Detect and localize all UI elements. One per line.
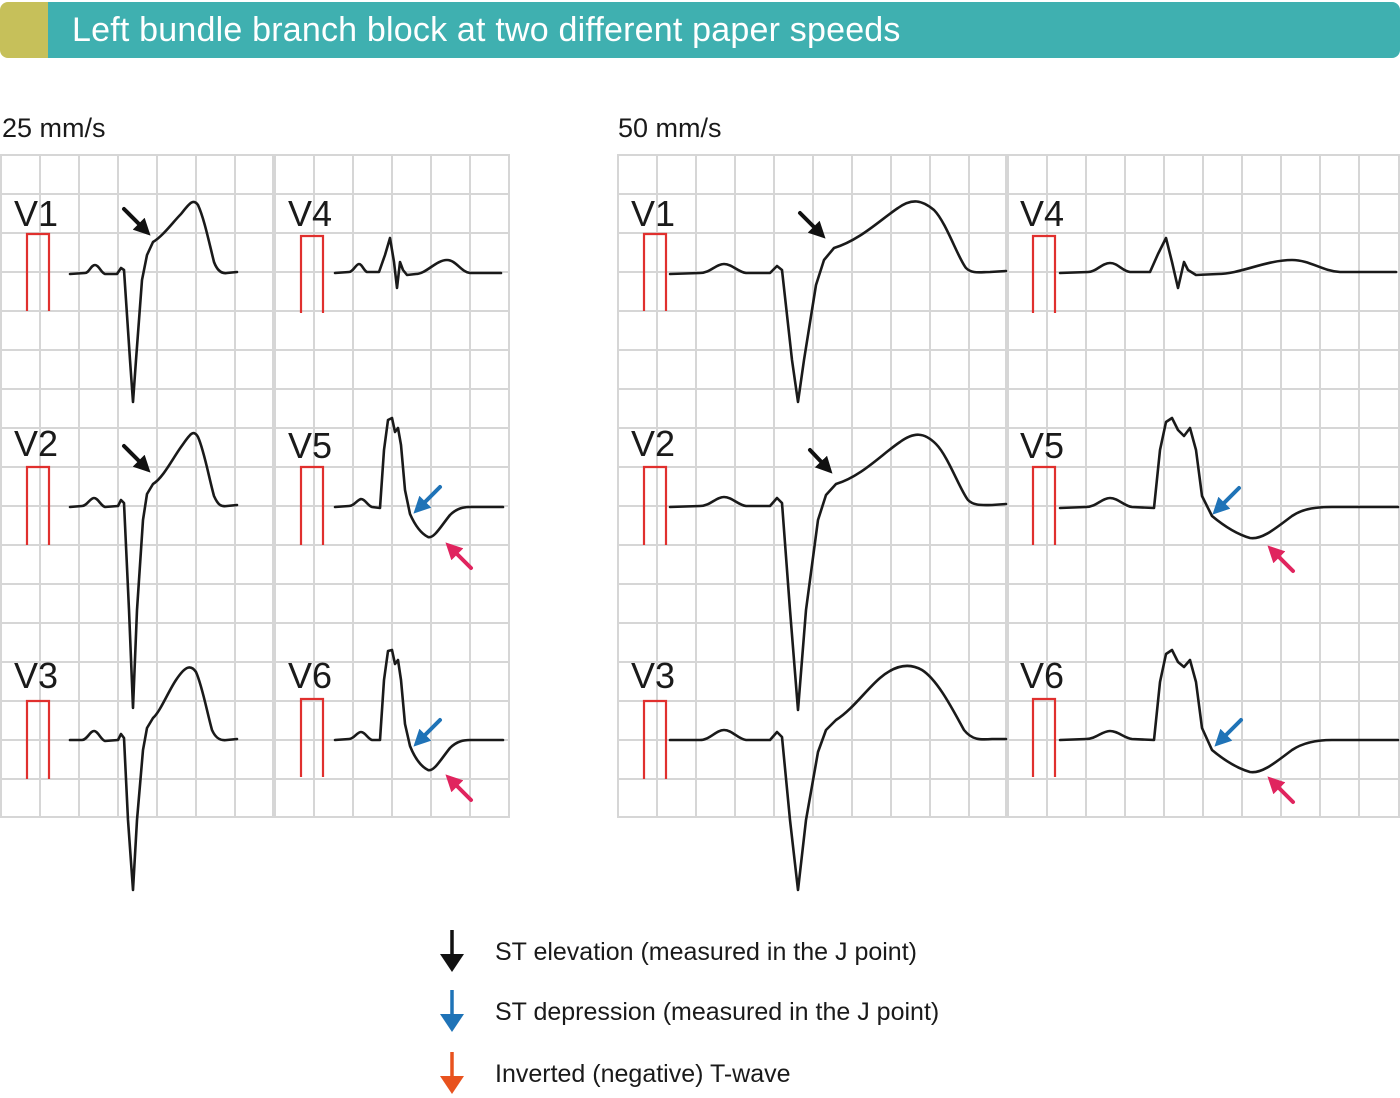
inverted-t-wave-arrow-icon bbox=[445, 542, 473, 570]
panel-25-leads: V1 V2 V3 V4 V5 V6 bbox=[14, 193, 332, 696]
title-banner: Left bundle branch block at two differen… bbox=[0, 2, 1400, 58]
lead-label-v2-25: V2 bbox=[14, 423, 58, 464]
st-depression-arrow-icon bbox=[413, 718, 442, 747]
lead-label-v6-25: V6 bbox=[288, 655, 332, 696]
panel-25-calibration-pulses bbox=[25, 232, 325, 779]
st-elevation-arrow-icon bbox=[122, 207, 151, 236]
orange-down-arrow-icon bbox=[440, 1052, 464, 1094]
inverted-t-wave-arrow-icon bbox=[1267, 545, 1295, 573]
panel-50-calibration-pulses bbox=[642, 232, 1057, 779]
panel-25-annotation-arrows bbox=[122, 207, 473, 802]
legend-item-st-elevation: ST elevation (measured in the J point) bbox=[430, 926, 1070, 976]
ecg-trace-v1-25 bbox=[68, 200, 239, 404]
calibration-pulse bbox=[1031, 697, 1057, 777]
panel-25-grids bbox=[0, 154, 510, 818]
calibration-pulse bbox=[25, 465, 51, 545]
st-depression-arrow-icon bbox=[1214, 718, 1243, 747]
legend-label: Inverted (negative) T-wave bbox=[495, 1060, 791, 1088]
legend-item-inverted-t-wave: Inverted (negative) T-wave bbox=[430, 1048, 1070, 1098]
grid-right-column bbox=[274, 154, 510, 818]
ecg-trace-v4-50 bbox=[1058, 236, 1398, 290]
panel-50-grids bbox=[617, 154, 1400, 818]
st-elevation-arrow-icon bbox=[122, 444, 151, 473]
calibration-pulse bbox=[299, 465, 325, 545]
grid-left-column bbox=[0, 154, 274, 818]
lead-label-v5-50: V5 bbox=[1020, 425, 1064, 466]
ecg-trace-v1-50 bbox=[668, 200, 1008, 404]
panel-50-traces bbox=[668, 200, 1400, 892]
grid-right-column bbox=[1007, 154, 1400, 818]
legend-label: ST depression (measured in the J point) bbox=[495, 998, 940, 1026]
blue-down-arrow-icon bbox=[440, 990, 464, 1032]
calibration-pulse bbox=[1031, 465, 1057, 545]
lead-label-v6-50: V6 bbox=[1020, 655, 1064, 696]
panel-50-leads: V1 V2 V3 V4 V5 V6 bbox=[631, 193, 1064, 696]
calibration-pulse bbox=[25, 232, 51, 311]
ecg-trace-v3-25 bbox=[68, 666, 239, 892]
lead-label-v3-25: V3 bbox=[14, 655, 58, 696]
ecg-trace-v2-25 bbox=[68, 431, 239, 710]
calibration-pulse bbox=[1031, 234, 1057, 313]
st-elevation-arrow-icon bbox=[808, 448, 833, 474]
lead-label-v1-50: V1 bbox=[631, 193, 675, 234]
title-accent-block bbox=[0, 2, 48, 58]
legend-label: ST elevation (measured in the J point) bbox=[495, 938, 917, 966]
page-title: Left bundle branch block at two differen… bbox=[72, 11, 901, 49]
panel-25-traces bbox=[68, 200, 505, 892]
speed-label-50: 50 mm/s bbox=[618, 113, 722, 143]
lead-label-v3-50: V3 bbox=[631, 655, 675, 696]
lead-label-v5-25: V5 bbox=[288, 425, 332, 466]
inverted-t-wave-arrow-icon bbox=[1267, 776, 1295, 804]
calibration-pulse bbox=[25, 699, 51, 779]
st-depression-arrow-icon bbox=[413, 485, 442, 514]
lead-label-v2-50: V2 bbox=[631, 423, 675, 464]
calibration-pulse bbox=[642, 232, 668, 311]
ecg-trace-v3-50 bbox=[668, 664, 1008, 892]
calibration-pulse bbox=[299, 234, 325, 313]
ecg-trace-v5-50 bbox=[1058, 416, 1400, 540]
black-down-arrow-icon bbox=[440, 930, 464, 972]
st-elevation-arrow-icon bbox=[798, 211, 826, 239]
calibration-pulse bbox=[642, 465, 668, 545]
ecg-trace-v4-25 bbox=[333, 236, 503, 290]
calibration-pulse bbox=[642, 699, 668, 779]
title-bar bbox=[48, 2, 1400, 58]
grid-left-column bbox=[617, 154, 1007, 818]
calibration-pulse bbox=[299, 697, 325, 777]
ecg-trace-v5-25 bbox=[333, 416, 505, 539]
ecg-trace-v6-50 bbox=[1058, 648, 1400, 774]
lead-label-v4-25: V4 bbox=[288, 193, 332, 234]
inverted-t-wave-arrow-icon bbox=[445, 774, 473, 802]
legend-item-st-depression: ST depression (measured in the J point) bbox=[430, 986, 1070, 1036]
lead-label-v1-25: V1 bbox=[14, 193, 58, 234]
ecg-trace-v6-25 bbox=[333, 648, 505, 772]
panel-50-annotation-arrows bbox=[798, 211, 1295, 804]
ecg-trace-v2-50 bbox=[668, 433, 1008, 712]
st-depression-arrow-icon bbox=[1212, 486, 1241, 515]
lead-label-v4-50: V4 bbox=[1020, 193, 1064, 234]
speed-label-25: 25 mm/s bbox=[2, 113, 106, 143]
